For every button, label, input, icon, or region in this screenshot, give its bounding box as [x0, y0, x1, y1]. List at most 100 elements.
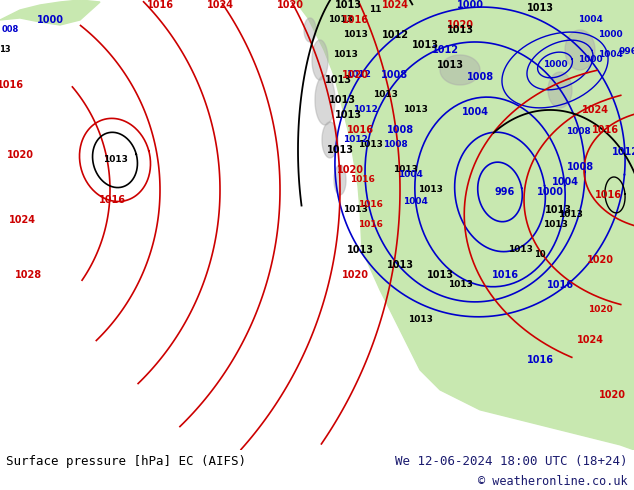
- Text: 996: 996: [619, 48, 634, 56]
- Text: 10: 10: [534, 250, 546, 259]
- Text: 1024: 1024: [8, 215, 36, 225]
- Text: 1013: 1013: [358, 141, 382, 149]
- Text: 1013: 1013: [427, 270, 453, 280]
- Text: 1004: 1004: [462, 107, 489, 117]
- Text: 1020: 1020: [586, 255, 614, 265]
- Text: 1013: 1013: [448, 280, 472, 290]
- Polygon shape: [548, 72, 572, 108]
- Text: 1020: 1020: [342, 270, 368, 280]
- Text: 1000: 1000: [598, 30, 623, 40]
- Text: 1020: 1020: [342, 70, 368, 80]
- Text: 1013: 1013: [436, 60, 463, 70]
- Text: 1012: 1012: [342, 135, 368, 145]
- Text: 1013: 1013: [103, 155, 127, 165]
- Text: 1000: 1000: [543, 60, 567, 70]
- Text: 1000: 1000: [578, 55, 602, 65]
- Text: 1016: 1016: [358, 220, 382, 229]
- Text: 1004: 1004: [403, 197, 427, 206]
- Text: 1004: 1004: [598, 50, 623, 59]
- Text: 1020: 1020: [276, 0, 304, 10]
- Text: 1000: 1000: [37, 15, 63, 25]
- Text: 1016: 1016: [526, 355, 553, 365]
- Text: 1013: 1013: [328, 16, 353, 24]
- Text: 1016: 1016: [0, 80, 23, 90]
- Polygon shape: [322, 122, 338, 158]
- Text: 1013: 1013: [545, 205, 571, 215]
- Text: 1013: 1013: [446, 25, 474, 35]
- Text: 1013: 1013: [557, 210, 583, 220]
- Text: 1020: 1020: [598, 390, 626, 400]
- Text: 1024: 1024: [382, 0, 408, 10]
- Text: 1028: 1028: [15, 270, 42, 280]
- Text: 1013: 1013: [342, 205, 368, 215]
- Text: 13: 13: [0, 46, 11, 54]
- Polygon shape: [295, 0, 634, 450]
- Text: 1012: 1012: [346, 71, 370, 79]
- Text: 1013: 1013: [342, 30, 368, 40]
- Text: 1020: 1020: [588, 305, 612, 315]
- Text: 1016: 1016: [592, 125, 619, 135]
- Text: © weatheronline.co.uk: © weatheronline.co.uk: [478, 475, 628, 488]
- Polygon shape: [540, 0, 634, 78]
- Text: 1012: 1012: [432, 45, 458, 55]
- Polygon shape: [312, 40, 328, 80]
- Text: 1008: 1008: [383, 141, 408, 149]
- Text: 1016: 1016: [98, 195, 126, 205]
- Text: 1013: 1013: [408, 316, 432, 324]
- Text: 1013: 1013: [347, 245, 373, 255]
- Text: 1024: 1024: [576, 335, 604, 345]
- Text: 1008: 1008: [566, 162, 593, 172]
- Text: 1013: 1013: [526, 3, 553, 13]
- Text: 1013: 1013: [335, 0, 361, 10]
- Text: 1016: 1016: [547, 280, 574, 290]
- Text: 1013: 1013: [327, 145, 354, 155]
- Text: 1000: 1000: [456, 0, 484, 10]
- Text: 1020: 1020: [446, 20, 474, 30]
- Text: We 12-06-2024 18:00 UTC (18+24): We 12-06-2024 18:00 UTC (18+24): [395, 455, 628, 468]
- Text: 1004: 1004: [578, 16, 602, 24]
- Text: 1013: 1013: [411, 40, 439, 50]
- Text: 1013: 1013: [543, 220, 567, 229]
- Text: 1016: 1016: [342, 15, 368, 25]
- Text: 1016: 1016: [347, 125, 373, 135]
- Text: 1004: 1004: [552, 177, 578, 187]
- Polygon shape: [565, 30, 595, 70]
- Text: 1013: 1013: [508, 245, 533, 254]
- Text: 1013: 1013: [392, 166, 417, 174]
- Text: 1008: 1008: [566, 127, 590, 136]
- Text: 1013: 1013: [418, 185, 443, 195]
- Text: Surface pressure [hPa] EC (AIFS): Surface pressure [hPa] EC (AIFS): [6, 455, 247, 468]
- Text: 1016: 1016: [491, 270, 519, 280]
- Polygon shape: [0, 0, 100, 25]
- Text: 996: 996: [495, 187, 515, 197]
- Polygon shape: [304, 18, 316, 42]
- Text: 1008: 1008: [467, 72, 493, 82]
- Text: 1013: 1013: [403, 105, 427, 115]
- Text: 1013: 1013: [328, 95, 356, 105]
- Text: 1020: 1020: [6, 150, 34, 160]
- Text: 1016: 1016: [595, 190, 621, 200]
- Text: 1012: 1012: [382, 30, 408, 40]
- Text: 1008: 1008: [387, 125, 413, 135]
- Text: 1013: 1013: [373, 91, 398, 99]
- Text: 1012: 1012: [612, 147, 634, 157]
- Text: 008: 008: [1, 25, 18, 34]
- Text: 1020: 1020: [337, 165, 363, 175]
- Text: 1013: 1013: [387, 260, 413, 270]
- Polygon shape: [334, 165, 346, 195]
- Text: 1024: 1024: [581, 105, 609, 115]
- Polygon shape: [450, 0, 634, 250]
- Text: 1008: 1008: [382, 70, 408, 80]
- Text: 1016: 1016: [349, 175, 375, 184]
- Text: 1016: 1016: [358, 200, 382, 209]
- Polygon shape: [315, 75, 335, 125]
- Text: 1024: 1024: [207, 0, 233, 10]
- Text: 11: 11: [369, 5, 381, 15]
- Polygon shape: [440, 55, 480, 85]
- Text: 1000: 1000: [536, 187, 564, 197]
- Text: 1016: 1016: [146, 0, 174, 10]
- Text: 1013: 1013: [325, 75, 351, 85]
- Text: 1012: 1012: [353, 105, 377, 115]
- Text: 1004: 1004: [398, 171, 422, 179]
- Text: 1013: 1013: [333, 50, 358, 59]
